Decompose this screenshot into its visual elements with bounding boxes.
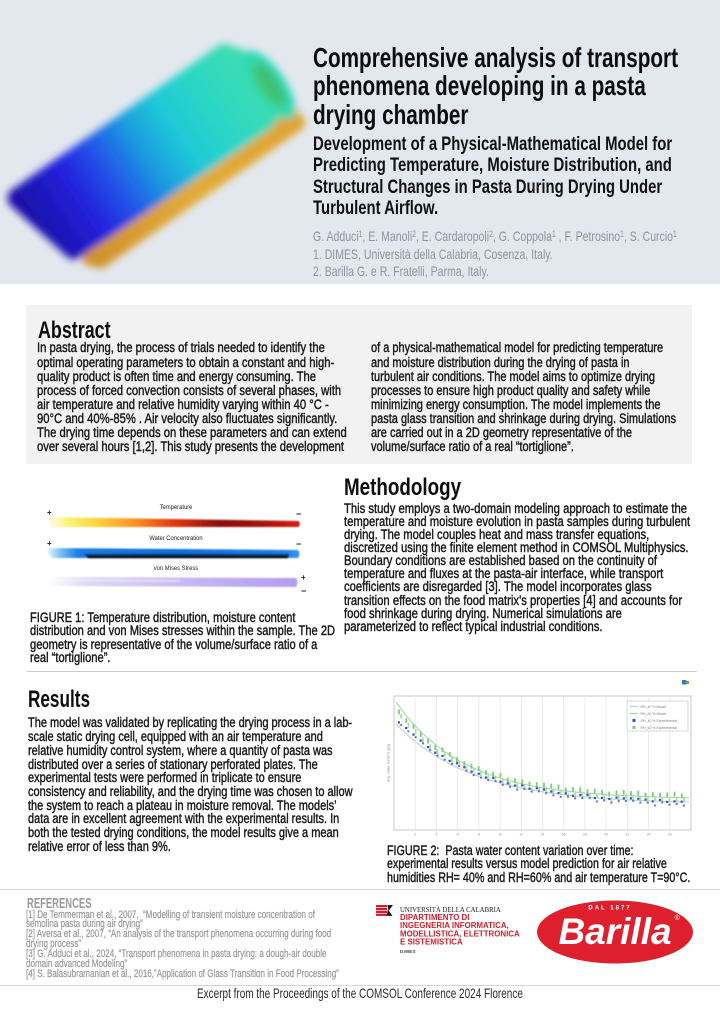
- svg-text:Water Concentration: Water Concentration: [149, 535, 203, 542]
- svg-text:8: 8: [478, 833, 480, 837]
- svg-text:E SISTEMISTICA: E SISTEMISTICA: [400, 938, 463, 947]
- svg-text:16: 16: [562, 833, 566, 837]
- svg-text:INGEGNERIA INFORMATICA,: INGEGNERIA INFORMATICA,: [400, 921, 509, 930]
- svg-text:2: 2: [414, 833, 416, 837]
- svg-text:+: +: [301, 573, 306, 582]
- svg-text:4: 4: [435, 833, 437, 837]
- svg-text:18: 18: [583, 833, 587, 837]
- svg-text:Temperature: Temperature: [160, 504, 193, 511]
- svg-text:DIMES: DIMES: [400, 949, 416, 954]
- svg-text:RH_40 % Model: RH_40 % Model: [641, 705, 667, 709]
- svg-text:RH_60 % Model: RH_60 % Model: [641, 712, 667, 716]
- svg-text:20: 20: [604, 833, 608, 837]
- svg-text:12: 12: [519, 833, 523, 837]
- svg-text:24: 24: [647, 833, 651, 837]
- svg-text:+: +: [47, 508, 52, 517]
- svg-text:10: 10: [498, 833, 502, 837]
- svg-text:22: 22: [626, 833, 630, 837]
- svg-text:26: 26: [668, 833, 672, 837]
- svg-text:6: 6: [457, 833, 459, 837]
- svg-text:MODELLISTICA, ELETTRONICA: MODELLISTICA, ELETTRONICA: [400, 929, 520, 938]
- svg-text:RH_60 % Experimental: RH_60 % Experimental: [641, 726, 678, 730]
- svg-text:RH_40 % Experimental: RH_40 % Experimental: [641, 719, 678, 723]
- svg-text:−: −: [301, 586, 306, 596]
- svg-text:®: ®: [675, 914, 681, 922]
- svg-text:+: +: [47, 539, 52, 548]
- svg-text:von Mises Stress: von Mises Stress: [154, 565, 198, 572]
- svg-text:Barilla: Barilla: [558, 911, 671, 952]
- svg-text:−: −: [296, 509, 301, 519]
- svg-text:−: −: [296, 539, 301, 549]
- svg-text:UNIVERSITÀ DELLA CALABRIA: UNIVERSITÀ DELLA CALABRIA: [400, 906, 501, 914]
- svg-text:DIPARTIMENTO DI: DIPARTIMENTO DI: [400, 913, 469, 922]
- svg-text:Avg. water content (g/g): Avg. water content (g/g): [387, 744, 391, 782]
- svg-text:14: 14: [541, 833, 545, 837]
- svg-text:DAL 1877: DAL 1877: [588, 906, 631, 912]
